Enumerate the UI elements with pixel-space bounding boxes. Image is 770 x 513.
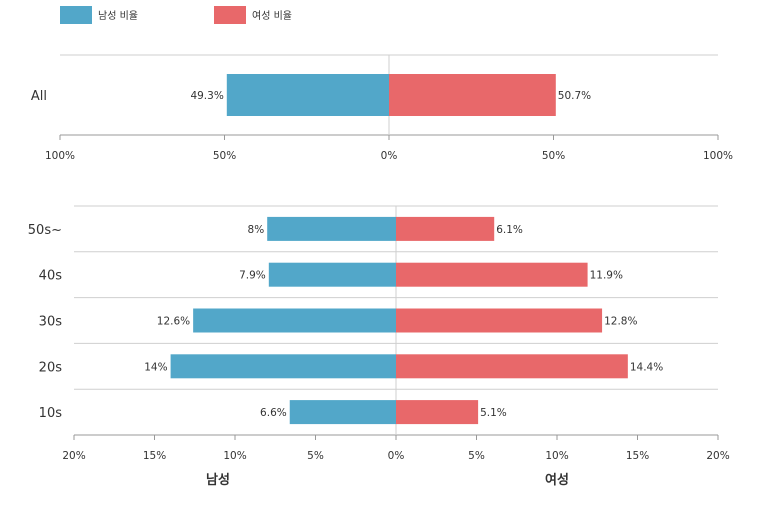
- x-tick-label: 5%: [307, 450, 324, 462]
- category-label: 40s: [39, 269, 63, 284]
- female-bar: [396, 308, 603, 333]
- legend-female-label: 여성 비율: [252, 10, 292, 22]
- female-value-label: 6.1%: [496, 224, 523, 236]
- male-value-label: 12.6%: [157, 316, 190, 328]
- x-tick-label: 100%: [45, 150, 75, 162]
- x-tick-label: 15%: [143, 450, 166, 462]
- male-bar: [289, 400, 396, 425]
- x-tick-label: 20%: [62, 450, 85, 462]
- male-value-label: 8%: [248, 224, 265, 236]
- x-tick-label: 100%: [703, 150, 733, 162]
- male-bar: [268, 262, 396, 287]
- female-bar: [396, 354, 628, 379]
- legend-male-label: 남성 비율: [98, 10, 138, 22]
- x-tick-label: 50%: [542, 150, 565, 162]
- female-value-label: 14.4%: [630, 361, 663, 373]
- legend-female-swatch: [214, 6, 246, 24]
- male-bar: [170, 354, 396, 379]
- category-label: 20s: [39, 360, 63, 375]
- female-value-label: 5.1%: [480, 407, 507, 419]
- female-bar: [389, 74, 556, 116]
- category-label: 50s~: [28, 223, 62, 238]
- female-value-label: 11.9%: [590, 270, 623, 282]
- male-side-label: 남성: [206, 472, 230, 488]
- female-value-label: 12.8%: [604, 316, 637, 328]
- legend-male-swatch: [60, 6, 92, 24]
- overall-ratio-chart: 49.3% 50.7% All 100% 50% 0% 50% 100%: [31, 54, 733, 162]
- x-tick-label: 10%: [545, 450, 568, 462]
- male-bar: [226, 74, 389, 116]
- male-value-label: 14%: [144, 361, 167, 373]
- x-tick-label: 15%: [626, 450, 649, 462]
- category-label: 10s: [39, 406, 63, 421]
- x-tick-label: 0%: [381, 150, 398, 162]
- male-bar: [193, 308, 396, 333]
- female-bar: [396, 262, 588, 287]
- x-tick-label: 50%: [213, 150, 236, 162]
- x-tick-label: 0%: [388, 450, 405, 462]
- female-bar: [396, 400, 479, 425]
- female-side-label: 여성: [545, 472, 569, 488]
- male-value-label: 49.3%: [190, 90, 223, 102]
- x-tick-label: 20%: [706, 450, 729, 462]
- legend: 남성 비율 여성 비율: [60, 6, 292, 24]
- category-label: 30s: [39, 315, 63, 330]
- category-label: All: [31, 89, 47, 104]
- x-tick-label: 10%: [223, 450, 246, 462]
- female-bar: [396, 216, 495, 241]
- male-value-label: 6.6%: [260, 407, 287, 419]
- x-tick-label: 5%: [468, 450, 485, 462]
- male-value-label: 7.9%: [239, 270, 266, 282]
- male-bar: [267, 216, 396, 241]
- female-value-label: 50.7%: [558, 90, 591, 102]
- age-group-ratio-chart: 8% 6.1% 50s~ 7.9% 11.9% 40s 12.6% 12.8% 30s 14% 14…: [28, 205, 730, 488]
